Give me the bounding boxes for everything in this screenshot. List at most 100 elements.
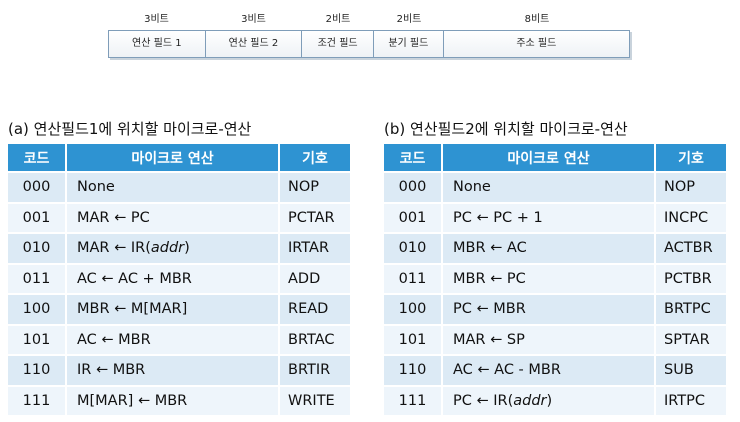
micro-op-text-end: ) [184,240,190,257]
field-address: 주소 필드 [516,38,557,49]
micro-op-cell: MBR ← M[MAR] [66,293,280,325]
code-cell: 010 [8,232,67,264]
symbol-cell: PCTAR [279,201,350,233]
micro-op-text: M[MAR] ← MBR [77,392,188,409]
table-row: 111 M[MAR] ← MBR WRITE [8,384,350,415]
symbol-cell: ACTBR [655,232,726,264]
micro-op-cell: MAR ← IR(addr) [66,232,280,264]
bit-width-label: 3비트 [144,14,169,25]
instruction-format-diagram: 3비트 3비트 2비트 2비트 8비트 연산 필드 1 연산 필드 2 조건 필… [108,10,630,58]
table-a-panel: (a) 연산필드1에 위치할 마이크로-연산 코드 마이크로 연산 기호 000… [8,118,350,415]
table-b-body: 000 None NOP 001 PC ← PC + 1 INCPC 010 MBR ← AC… [384,171,726,415]
micro-op-cell: None [66,171,280,203]
table-row: 001 PC ← PC + 1 INCPC [384,201,726,233]
table-row: 101 MAR ← SP SPTAR [384,323,726,355]
symbol-cell: ADD [279,262,350,294]
micro-op-text: PC ← IR( [453,392,514,409]
code-cell: 111 [384,384,443,415]
micro-op-text: PC ← PC + 1 [453,209,543,226]
symbol-cell: SPTAR [655,323,726,355]
table-row: 010 MBR ← AC ACTBR [384,232,726,264]
micro-op-cell: AC ← AC - MBR [442,354,656,386]
code-cell: 111 [8,384,67,415]
symbol-cell: BRTIR [279,354,350,386]
code-cell: 100 [384,293,443,325]
symbol-cell: INCPC [655,201,726,233]
code-cell: 011 [8,262,67,294]
bit-width-label: 3비트 [241,14,266,25]
table-row: 110 IR ← MBR BRTIR [8,354,350,386]
table-row: 001 MAR ← PC PCTAR [8,201,350,233]
table-row: 011 AC ← AC + MBR ADD [8,262,350,294]
micro-op-text: MAR ← SP [453,331,525,348]
code-cell: 001 [8,201,67,233]
table-a: 코드 마이크로 연산 기호 000 None NOP 001 MAR ← PC PCTAR… [8,144,350,415]
header-symbol: 기호 [279,144,350,172]
micro-op-text-end: ) [546,392,553,409]
table-row: 111 PC ← IR(addr) IRTPC [384,384,726,415]
table-row: 011 MBR ← PC PCTBR [384,262,726,294]
code-cell: 110 [384,354,443,386]
table-header-row: 코드 마이크로 연산 기호 [8,144,350,172]
symbol-cell: WRITE [279,384,350,415]
table-header-row: 코드 마이크로 연산 기호 [384,144,726,172]
micro-op-text: MBR ← M[MAR] [77,301,188,318]
table-row: 100 PC ← MBR BRTPC [384,293,726,325]
symbol-cell: BRTAC [279,323,350,355]
field-op1: 연산 필드 1 [109,31,206,57]
field-condition: 조건 필드 [302,31,374,57]
table-b-panel: (b) 연산필드2에 위치할 마이크로-연산 코드 마이크로 연산 기호 000… [384,118,726,415]
code-cell: 011 [384,262,443,294]
code-cell: 000 [8,171,67,203]
bit-width-label: 2비트 [325,14,351,25]
micro-op-cell: PC ← IR(addr) [442,384,656,415]
micro-op-text: PC ← MBR [453,301,526,318]
symbol-cell: NOP [279,171,350,203]
micro-op-cell: None [442,171,656,203]
micro-op-text: MBR ← PC [453,270,526,287]
symbol-cell: READ [279,293,350,325]
table-row: 110 AC ← AC - MBR SUB [384,354,726,386]
table-row: 010 MAR ← IR(addr) IRTAR [8,232,350,264]
table-b-title: (b) 연산필드2에 위치할 마이크로-연산 [384,120,628,138]
micro-op-text: AC ← AC + MBR [77,270,192,287]
table-row: 000 None NOP [384,171,726,203]
micro-op-operand: addr [513,392,547,409]
code-cell: 001 [384,201,443,233]
bit-width-label: 8비트 [524,14,550,25]
micro-op-text: MAR ← IR( [77,240,151,257]
code-cell: 101 [8,323,67,355]
table-row: 000 None NOP [8,171,350,203]
micro-op-cell: PC ← PC + 1 [442,201,656,233]
symbol-cell: BRTPC [655,293,726,325]
symbol-cell: NOP [655,171,726,203]
symbol-cell: IRTAR [279,232,350,264]
table-a-title: (a) 연산필드1에 위치할 마이크로-연산 [8,120,252,138]
micro-op-cell: MBR ← PC [442,262,656,294]
micro-op-cell: M[MAR] ← MBR [66,384,280,415]
micro-op-cell: AC ← AC + MBR [66,262,280,294]
header-code: 코드 [8,144,67,172]
field-branch: 분기 필드 [374,31,444,57]
fields-row: 연산 필드 1 연산 필드 2 조건 필드 분기 필드 주소 필드 [108,30,630,58]
code-cell: 101 [384,323,443,355]
micro-op-text: None [77,179,115,196]
bit-widths-row: 3비트 3비트 2비트 2비트 8비트 [108,10,630,30]
table-row: 100 MBR ← M[MAR] READ [8,293,350,325]
micro-op-cell: MAR ← SP [442,323,656,355]
micro-op-text: MBR ← AC [453,240,527,257]
micro-op-cell: IR ← MBR [66,354,280,386]
header-micro-op: 마이크로 연산 [66,144,280,172]
micro-op-text: MAR ← PC [77,209,150,226]
code-cell: 010 [384,232,443,264]
micro-op-cell: AC ← MBR [66,323,280,355]
table-a-body: 000 None NOP 001 MAR ← PC PCTAR 010 MAR ← IR(ad… [8,171,350,415]
micro-op-text: AC ← MBR [77,331,151,348]
code-cell: 000 [384,171,443,203]
micro-op-cell: PC ← MBR [442,293,656,325]
micro-op-cell: MAR ← PC [66,201,280,233]
header-micro-op: 마이크로 연산 [442,144,656,172]
micro-op-operand: addr [150,240,185,257]
micro-op-text: None [453,179,491,196]
table-b: 코드 마이크로 연산 기호 000 None NOP 001 PC ← PC + 1 IN… [384,144,726,415]
